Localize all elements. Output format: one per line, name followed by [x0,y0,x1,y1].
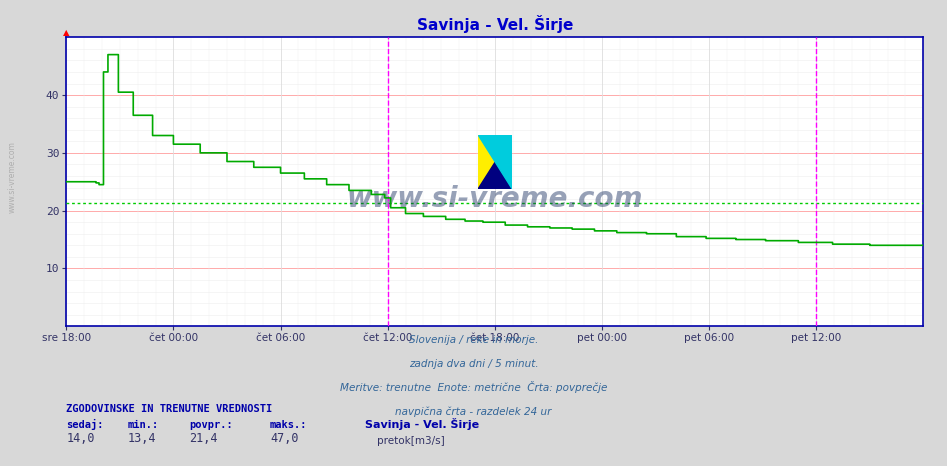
Text: 14,0: 14,0 [66,432,95,445]
Polygon shape [478,135,512,189]
Title: Savinja - Vel. Širje: Savinja - Vel. Širje [417,15,573,34]
Text: www.si-vreme.com: www.si-vreme.com [8,141,17,213]
Text: zadnja dva dni / 5 minut.: zadnja dva dni / 5 minut. [409,359,538,369]
Text: min.:: min.: [128,420,159,430]
Text: ZGODOVINSKE IN TRENUTNE VREDNOSTI: ZGODOVINSKE IN TRENUTNE VREDNOSTI [66,404,273,414]
Text: Slovenija / reke in morje.: Slovenija / reke in morje. [409,335,538,344]
Polygon shape [478,135,512,189]
Text: 47,0: 47,0 [270,432,298,445]
Text: navpična črta - razdelek 24 ur: navpična črta - razdelek 24 ur [395,407,552,417]
Text: sedaj:: sedaj: [66,419,104,430]
Text: maks.:: maks.: [270,420,308,430]
Text: 13,4: 13,4 [128,432,156,445]
Polygon shape [478,135,512,189]
Text: ▲: ▲ [63,28,69,37]
Text: 21,4: 21,4 [189,432,218,445]
Text: pretok[m3/s]: pretok[m3/s] [377,436,445,445]
Text: Meritve: trenutne  Enote: metrične  Črta: povprečje: Meritve: trenutne Enote: metrične Črta: … [340,381,607,393]
Text: www.si-vreme.com: www.si-vreme.com [347,185,643,213]
Text: povpr.:: povpr.: [189,420,233,430]
Text: Savinja - Vel. Širje: Savinja - Vel. Širje [365,418,479,430]
